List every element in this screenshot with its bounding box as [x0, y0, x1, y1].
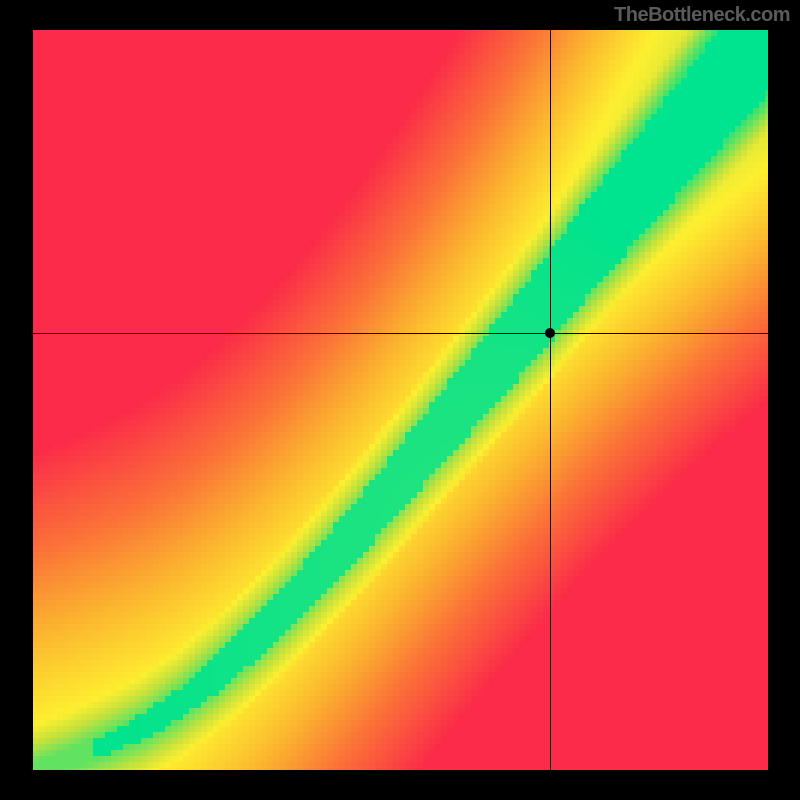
crosshair-horizontal: [33, 333, 768, 334]
watermark-text: TheBottleneck.com: [614, 4, 790, 27]
chart-container: TheBottleneck.com: [0, 0, 800, 800]
crosshair-vertical: [550, 30, 551, 770]
heatmap-canvas: [33, 30, 768, 770]
crosshair-marker: [545, 328, 555, 338]
plot-frame: [33, 30, 768, 770]
